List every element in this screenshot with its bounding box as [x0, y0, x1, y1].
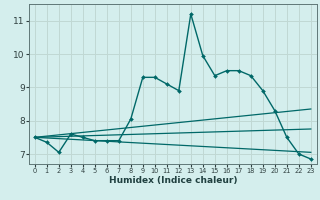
X-axis label: Humidex (Indice chaleur): Humidex (Indice chaleur) — [108, 176, 237, 185]
